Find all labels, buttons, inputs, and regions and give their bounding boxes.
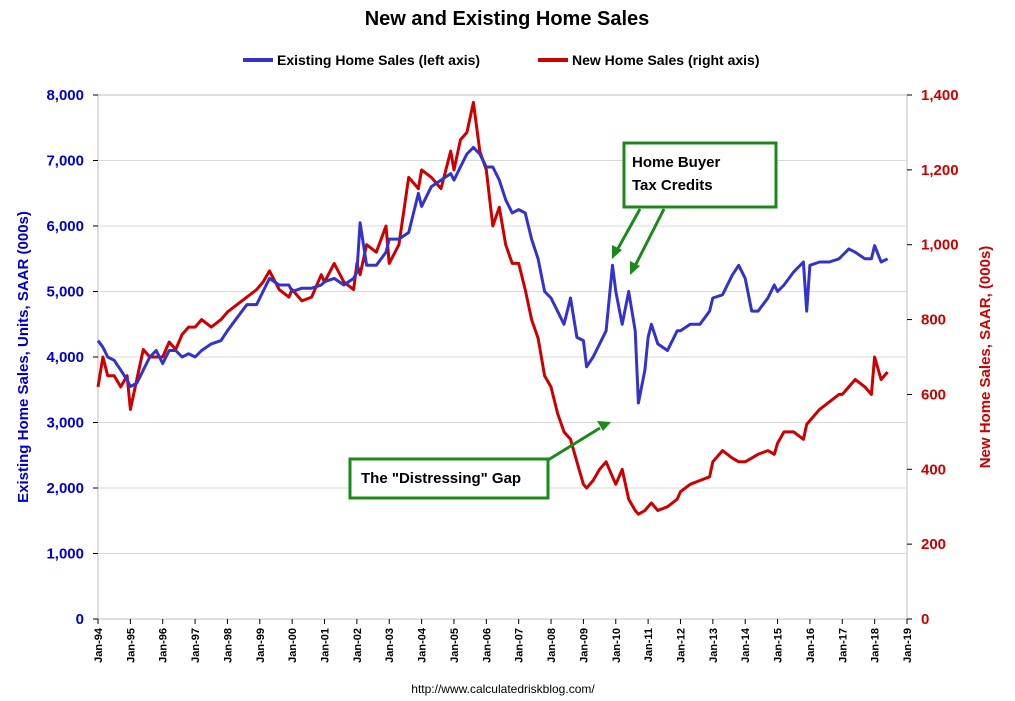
y-left-tick-label: 6,000 [46,218,84,235]
x-tick-label: Jan-15 [773,628,785,663]
x-tick-label: Jan-00 [287,628,299,663]
x-tick-label: Jan-01 [320,628,332,663]
y-left-tick-label: 3,000 [46,415,84,432]
y-left-tick-label: 5,000 [46,284,84,301]
y-right-tick-label: 1,000 [921,237,959,254]
x-tick-label: Jan-99 [255,628,267,663]
legend-label-new: New Home Sales (right axis) [572,52,760,68]
y-left-tick-label: 2,000 [46,480,84,497]
annotation-text-home-buyer: Home Buyer [632,154,721,171]
x-tick-label: Jan-98 [222,628,234,663]
x-tick-label: Jan-19 [902,628,914,663]
annotation-box-tax-credits [622,141,778,209]
x-tick-label: Jan-13 [708,628,720,663]
arrow-tax-credit-2 [632,208,666,269]
x-tick-label: Jan-02 [352,628,364,663]
legend-label-existing: Existing Home Sales (left axis) [277,52,480,68]
y-left-tick-label: 7,000 [46,153,84,170]
arrowhead-tax-credit-2 [630,261,640,275]
x-tick-label: Jan-03 [384,628,396,663]
y-right-tick-label: 1,400 [921,87,959,104]
x-tick-label: Jan-10 [611,628,623,663]
annotation-text-tax-credits: Tax Credits [632,177,713,194]
annotation-home-buyer-tax-credits: Home Buyer Tax Credits [612,141,778,275]
y-axis-left: 0 1,000 2,000 3,000 4,000 5,000 6,000 7,000 8,00… [46,87,98,628]
y-right-tick-label: 600 [921,386,946,403]
y-axis-left-label: Existing Home Sales, Units, SAAR (000s) [15,211,32,503]
annotation-box-distressing-gap [348,457,550,500]
annotation-distressing-gap: The "Distressing" Gap [348,421,611,500]
x-tick-label: Jan-04 [417,627,429,663]
arrow-tax-credit-1 [614,208,642,253]
annotation-text-distressing-gap: The "Distressing" Gap [361,470,521,487]
y-left-tick-label: 1,000 [46,546,84,563]
x-tick-label: Jan-94 [93,627,105,663]
y-axis-right: 0 200 400 600 800 1,000 1,200 1,400 [907,87,959,628]
y-left-tick-label: 0 [76,611,84,628]
x-tick-label: Jan-17 [837,628,849,663]
x-tick-label: Jan-95 [125,628,137,663]
x-tick-label: Jan-16 [805,628,817,663]
arrow-distressing-gap [547,426,601,462]
x-axis: Jan-94 Jan-95 Jan-96 Jan-97 Jan-98 Jan-99 Jan-… [93,619,914,663]
x-tick-label: Jan-06 [481,628,493,663]
x-tick-label: Jan-08 [546,628,558,663]
y-right-tick-label: 200 [921,536,946,553]
x-tick-label: Jan-12 [675,628,687,663]
y-right-tick-label: 800 [921,312,946,329]
x-tick-label: Jan-09 [578,628,590,663]
x-tick-label: Jan-07 [514,628,526,663]
y-right-tick-label: 0 [921,611,929,628]
y-right-tick-label: 1,200 [921,162,959,179]
arrowhead-distressing-gap [597,421,611,431]
x-tick-label: Jan-96 [158,628,170,663]
y-axis-right-label: New Home Sales, SAAR, (000s) [977,246,994,469]
x-tick-label: Jan-14 [740,627,752,663]
x-tick-label: Jan-05 [449,628,461,663]
source-url: http://www.calculatedriskblog.com/ [411,682,595,696]
arrowhead-tax-credit-1 [612,245,622,259]
chart-title: New and Existing Home Sales [365,8,650,30]
y-left-tick-label: 8,000 [46,87,84,104]
x-tick-label: Jan-11 [643,628,655,662]
series-line-existing-home-sales [96,145,889,405]
x-tick-label: Jan-97 [190,628,202,663]
legend: Existing Home Sales (left axis) New Home… [243,52,760,68]
x-tick-label: Jan-18 [870,628,882,663]
y-right-tick-label: 400 [921,461,946,478]
series-line-new-home-sales [96,101,889,516]
y-left-tick-label: 4,000 [46,349,84,366]
